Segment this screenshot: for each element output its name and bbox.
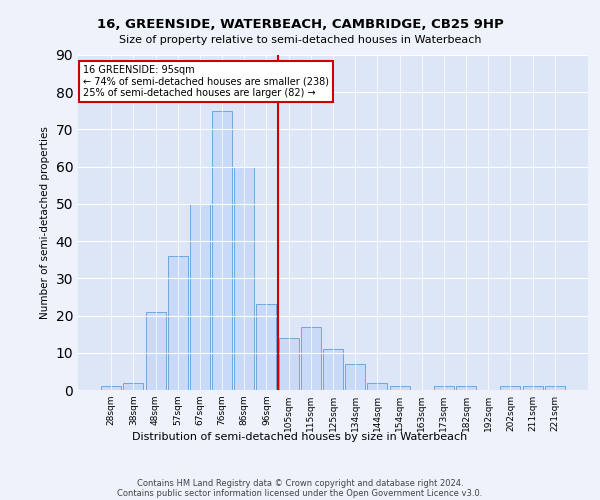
Bar [168, 256, 188, 390]
Bar [500, 386, 520, 390]
Bar [234, 166, 254, 390]
Y-axis label: Number of semi-detached properties: Number of semi-detached properties [40, 126, 50, 319]
Bar [389, 386, 410, 390]
Bar [212, 111, 232, 390]
Bar [124, 382, 143, 390]
Bar [345, 364, 365, 390]
Bar [278, 338, 299, 390]
Bar [523, 386, 542, 390]
Text: 16, GREENSIDE, WATERBEACH, CAMBRIDGE, CB25 9HP: 16, GREENSIDE, WATERBEACH, CAMBRIDGE, CB… [97, 18, 503, 30]
Bar [256, 304, 277, 390]
Text: Size of property relative to semi-detached houses in Waterbeach: Size of property relative to semi-detach… [119, 35, 481, 45]
Text: 16 GREENSIDE: 95sqm
← 74% of semi-detached houses are smaller (238)
25% of semi-: 16 GREENSIDE: 95sqm ← 74% of semi-detach… [83, 65, 329, 98]
Text: Contains public sector information licensed under the Open Government Licence v3: Contains public sector information licen… [118, 488, 482, 498]
Bar [301, 326, 321, 390]
Bar [367, 382, 388, 390]
Bar [456, 386, 476, 390]
Text: Contains HM Land Registry data © Crown copyright and database right 2024.: Contains HM Land Registry data © Crown c… [137, 478, 463, 488]
Bar [434, 386, 454, 390]
Bar [190, 204, 210, 390]
Text: Distribution of semi-detached houses by size in Waterbeach: Distribution of semi-detached houses by … [133, 432, 467, 442]
Bar [101, 386, 121, 390]
Bar [323, 349, 343, 390]
Bar [545, 386, 565, 390]
Bar [146, 312, 166, 390]
